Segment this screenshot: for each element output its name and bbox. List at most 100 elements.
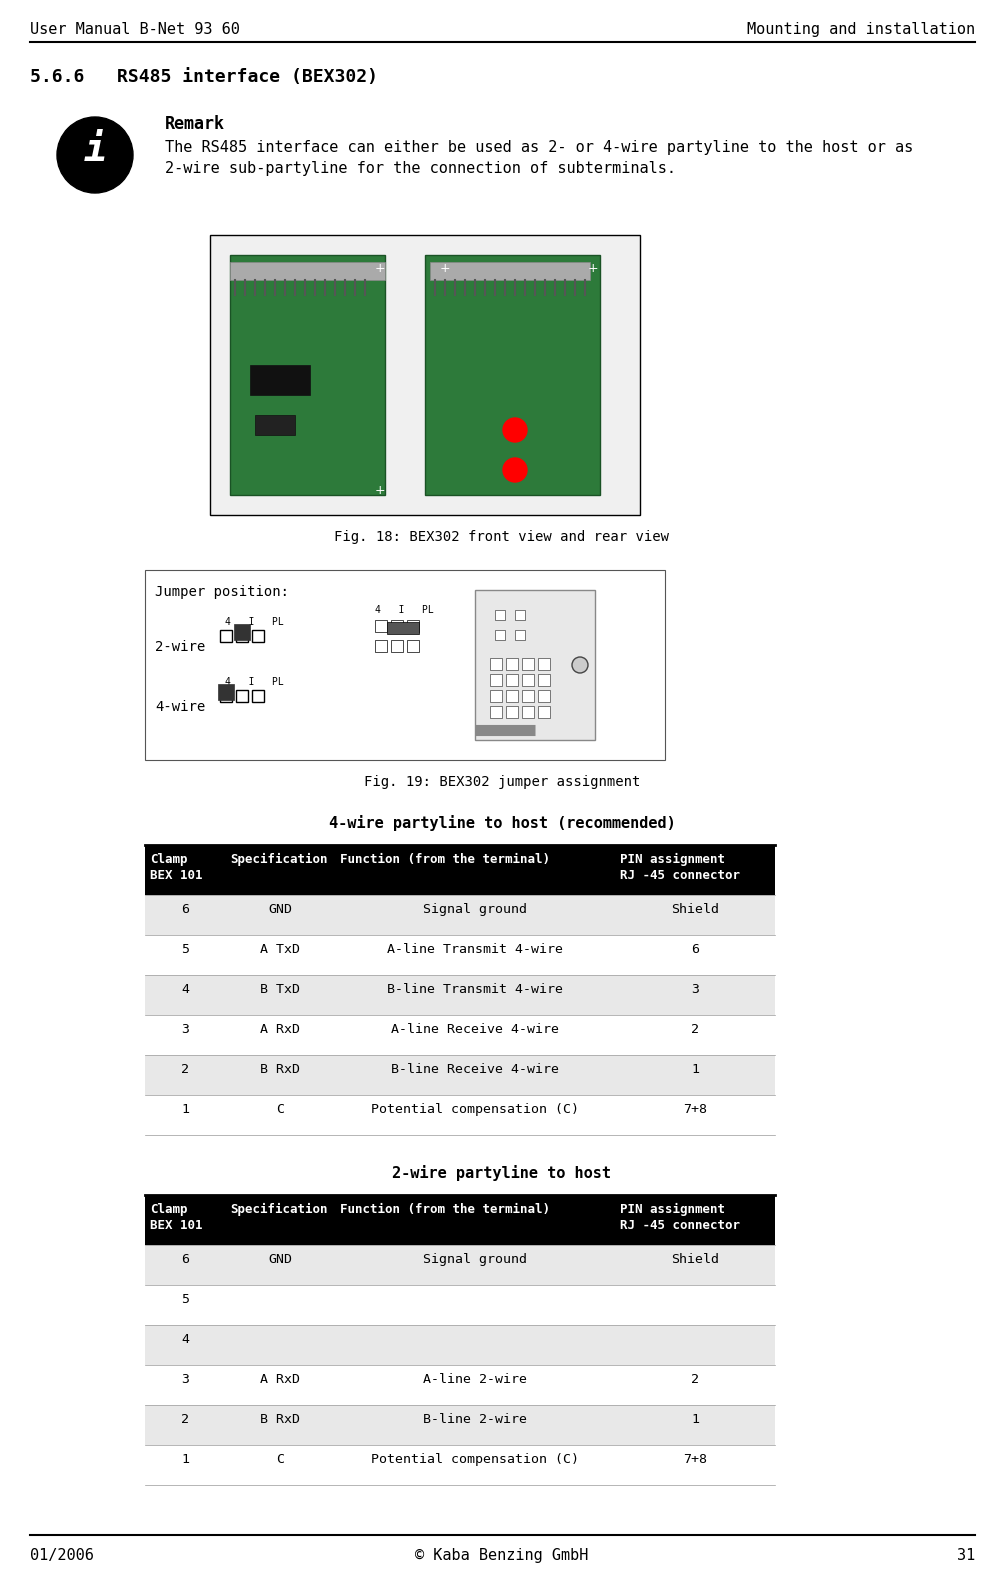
Text: © Kaba Benzing GmbH: © Kaba Benzing GmbH bbox=[415, 1548, 589, 1562]
Text: 3: 3 bbox=[181, 1024, 189, 1036]
Text: Function (from the terminal): Function (from the terminal) bbox=[340, 854, 550, 866]
Bar bbox=[145, 1405, 775, 1444]
Text: Shield: Shield bbox=[671, 1254, 719, 1266]
Bar bbox=[252, 630, 264, 643]
Text: Function (from the terminal): Function (from the terminal) bbox=[340, 1203, 550, 1216]
Bar bbox=[145, 1366, 775, 1405]
Text: 2: 2 bbox=[691, 1024, 699, 1036]
Text: 2-wire partyline to host: 2-wire partyline to host bbox=[393, 1166, 611, 1181]
Text: 4   I   PL: 4 I PL bbox=[375, 605, 434, 614]
Text: PIN assignment
RJ -45 connector: PIN assignment RJ -45 connector bbox=[620, 854, 740, 882]
Bar bbox=[506, 706, 518, 718]
Text: +: + bbox=[588, 261, 598, 274]
Bar bbox=[387, 622, 419, 635]
Text: +: + bbox=[375, 484, 385, 496]
Bar bbox=[145, 1195, 775, 1244]
Text: 1: 1 bbox=[181, 1454, 189, 1466]
Bar bbox=[220, 690, 232, 702]
Bar bbox=[218, 684, 234, 699]
Bar bbox=[538, 674, 550, 687]
Bar bbox=[234, 624, 250, 639]
Text: 1: 1 bbox=[181, 1102, 189, 1117]
Text: 7+8: 7+8 bbox=[683, 1102, 707, 1117]
Text: C: C bbox=[276, 1102, 284, 1117]
Bar bbox=[430, 261, 590, 280]
Bar bbox=[391, 639, 403, 652]
Bar bbox=[515, 630, 525, 639]
Bar bbox=[255, 414, 295, 435]
Bar bbox=[230, 255, 385, 495]
Text: Signal ground: Signal ground bbox=[423, 1254, 527, 1266]
Text: 7+8: 7+8 bbox=[683, 1454, 707, 1466]
Text: Mounting and installation: Mounting and installation bbox=[747, 22, 975, 36]
Text: 01/2006: 01/2006 bbox=[30, 1548, 93, 1562]
Text: GND: GND bbox=[268, 1254, 292, 1266]
Text: GND: GND bbox=[268, 902, 292, 917]
Text: A-line Receive 4-wire: A-line Receive 4-wire bbox=[391, 1024, 559, 1036]
Text: 2: 2 bbox=[691, 1373, 699, 1386]
Text: C: C bbox=[276, 1454, 284, 1466]
Bar bbox=[522, 706, 534, 718]
Text: 6: 6 bbox=[691, 943, 699, 956]
Bar bbox=[145, 1285, 775, 1325]
Text: 3: 3 bbox=[181, 1373, 189, 1386]
Bar bbox=[490, 674, 502, 687]
Text: Specification: Specification bbox=[230, 1203, 328, 1216]
Text: B-line 2-wire: B-line 2-wire bbox=[423, 1413, 527, 1425]
Text: 5.6.6   RS485 interface (BEX302): 5.6.6 RS485 interface (BEX302) bbox=[30, 68, 378, 87]
Text: Remark: Remark bbox=[165, 115, 225, 132]
Bar bbox=[515, 610, 525, 621]
Text: 6: 6 bbox=[181, 902, 189, 917]
Bar bbox=[506, 674, 518, 687]
Bar bbox=[236, 630, 248, 643]
Bar bbox=[391, 621, 403, 632]
Text: Jumper position:: Jumper position: bbox=[155, 584, 289, 599]
Bar bbox=[145, 1244, 775, 1285]
Bar bbox=[145, 846, 775, 895]
Bar bbox=[425, 255, 600, 495]
Text: 1: 1 bbox=[691, 1413, 699, 1425]
Bar bbox=[490, 690, 502, 702]
Text: 5: 5 bbox=[181, 943, 189, 956]
Text: Fig. 19: BEX302 jumper assignment: Fig. 19: BEX302 jumper assignment bbox=[364, 775, 640, 789]
Text: A-line Transmit 4-wire: A-line Transmit 4-wire bbox=[387, 943, 563, 956]
Bar bbox=[495, 630, 505, 639]
Bar bbox=[375, 639, 387, 652]
Text: A RxD: A RxD bbox=[260, 1024, 300, 1036]
Bar bbox=[522, 674, 534, 687]
Text: Fig. 18: BEX302 front view and rear view: Fig. 18: BEX302 front view and rear view bbox=[335, 531, 669, 543]
Text: 4: 4 bbox=[181, 983, 189, 995]
Bar bbox=[375, 621, 387, 632]
Text: Clamp
BEX 101: Clamp BEX 101 bbox=[150, 854, 202, 882]
Text: +: + bbox=[375, 261, 385, 274]
Text: Potential compensation (C): Potential compensation (C) bbox=[371, 1102, 579, 1117]
Bar bbox=[495, 610, 505, 621]
Bar bbox=[538, 658, 550, 669]
Text: Potential compensation (C): Potential compensation (C) bbox=[371, 1454, 579, 1466]
Text: 4   I   PL: 4 I PL bbox=[225, 617, 283, 627]
Text: 1: 1 bbox=[691, 1063, 699, 1076]
Bar bbox=[522, 658, 534, 669]
Bar bbox=[250, 365, 310, 395]
Text: B-line Receive 4-wire: B-line Receive 4-wire bbox=[391, 1063, 559, 1076]
Bar bbox=[230, 261, 385, 280]
Bar bbox=[145, 936, 775, 975]
Text: B-line Transmit 4-wire: B-line Transmit 4-wire bbox=[387, 983, 563, 995]
Text: 5: 5 bbox=[181, 1293, 189, 1306]
Text: 3: 3 bbox=[691, 983, 699, 995]
Bar bbox=[145, 1095, 775, 1136]
Bar bbox=[145, 975, 775, 1014]
Text: B RxD: B RxD bbox=[260, 1413, 300, 1425]
Bar bbox=[490, 706, 502, 718]
Text: A-line 2-wire: A-line 2-wire bbox=[423, 1373, 527, 1386]
Circle shape bbox=[502, 417, 527, 443]
Circle shape bbox=[57, 117, 133, 194]
Bar bbox=[522, 690, 534, 702]
Bar bbox=[236, 690, 248, 702]
Circle shape bbox=[572, 657, 588, 673]
Bar bbox=[490, 658, 502, 669]
Text: +: + bbox=[440, 261, 450, 274]
Text: 4   I   PL: 4 I PL bbox=[225, 677, 283, 687]
Text: B RxD: B RxD bbox=[260, 1063, 300, 1076]
Bar bbox=[145, 1014, 775, 1055]
